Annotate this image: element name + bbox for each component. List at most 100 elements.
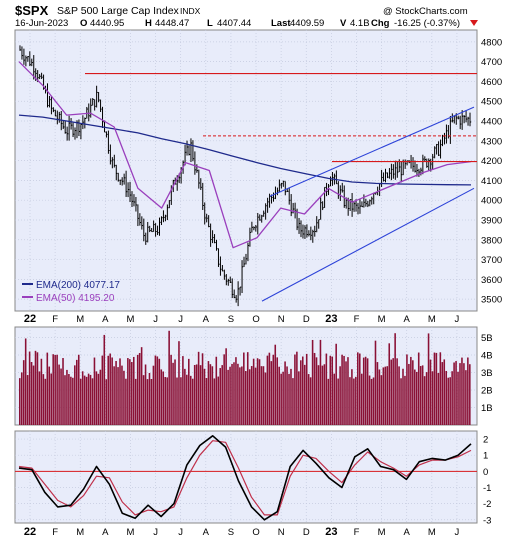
volume-bar bbox=[237, 363, 239, 425]
volume-bar bbox=[333, 373, 335, 425]
volume-bar bbox=[68, 374, 70, 425]
volume-bar bbox=[447, 377, 449, 425]
volume-bar bbox=[301, 356, 304, 425]
x-tick-label-bottom: J bbox=[178, 527, 183, 538]
volume-bar bbox=[209, 364, 212, 425]
volume-bar bbox=[107, 355, 109, 425]
volume-bar bbox=[362, 357, 365, 425]
volume-bar bbox=[158, 358, 161, 425]
volume-bar bbox=[154, 355, 157, 425]
y-tick-label: 3500 bbox=[481, 295, 502, 306]
volume-bar bbox=[341, 354, 343, 425]
volume-bar bbox=[87, 373, 90, 425]
volume-bar bbox=[288, 373, 290, 425]
momentum-tick-label: -2 bbox=[483, 499, 491, 510]
quote-date: 16-Jun-2023 bbox=[15, 18, 68, 29]
volume-bar bbox=[309, 377, 312, 425]
volume-bar bbox=[180, 377, 182, 425]
volume-bar bbox=[410, 356, 412, 425]
volume-bar bbox=[164, 377, 166, 425]
x-tick-label-bottom: 23 bbox=[325, 526, 337, 538]
volume-bar bbox=[408, 363, 410, 425]
volume-bar bbox=[425, 372, 428, 425]
volume-bar bbox=[176, 377, 178, 425]
volume-bar bbox=[353, 378, 355, 425]
volume-bar bbox=[431, 371, 434, 425]
volume-bar bbox=[64, 375, 66, 425]
x-tick-label: M bbox=[428, 314, 436, 325]
volume-bar bbox=[40, 358, 43, 425]
x-tick-label: A bbox=[102, 314, 109, 325]
volume-bar bbox=[221, 365, 223, 425]
volume-bar bbox=[300, 360, 302, 425]
volume-tick-label: 4B bbox=[481, 351, 493, 362]
x-tick-label-bottom: 22 bbox=[24, 526, 36, 538]
y-tick-label: 3900 bbox=[481, 215, 502, 226]
volume-bar bbox=[225, 348, 227, 425]
volume-bar bbox=[284, 361, 286, 425]
high-value: 4448.47 bbox=[155, 18, 189, 29]
x-tick-label: M bbox=[76, 314, 84, 325]
volume-bar bbox=[343, 355, 345, 425]
x-tick-label: D bbox=[303, 314, 310, 325]
price-bars bbox=[19, 45, 472, 307]
volume-bar bbox=[296, 351, 298, 425]
volume-bar bbox=[28, 351, 31, 425]
volume-bar bbox=[339, 366, 341, 425]
axis-labels: 22 22 F F M M A A M M J J J J A A S S O O N N D D 23 23 F F M M A A M M J J… bbox=[24, 37, 502, 538]
volume-bar bbox=[315, 357, 318, 425]
volume-tick-label: 1B bbox=[481, 403, 493, 414]
volume-bar bbox=[19, 378, 21, 425]
volume-bar bbox=[77, 354, 80, 425]
x-tick-label: J bbox=[455, 314, 460, 325]
volume-bar bbox=[366, 358, 369, 425]
y-tick-label: 4300 bbox=[481, 136, 502, 147]
volume-bar bbox=[131, 362, 133, 425]
volume-bar bbox=[272, 354, 275, 425]
volume-bar bbox=[152, 365, 155, 425]
x-tick-label: N bbox=[278, 314, 285, 325]
x-tick-label-bottom: F bbox=[52, 527, 58, 538]
volume-bar bbox=[335, 343, 337, 425]
x-tick-label: M bbox=[126, 314, 134, 325]
volume-bar bbox=[125, 378, 127, 425]
volume-bar bbox=[345, 361, 347, 425]
volume-bar bbox=[364, 356, 367, 425]
volume-bar bbox=[360, 373, 363, 425]
x-tick-label: O bbox=[252, 314, 259, 325]
volume-bar bbox=[50, 373, 53, 425]
volume-bar bbox=[26, 375, 29, 425]
volume-bar bbox=[34, 350, 37, 425]
y-tick-label: 4200 bbox=[481, 156, 502, 167]
volume-bar bbox=[52, 354, 54, 425]
volume-bar bbox=[429, 359, 432, 425]
volume-bar bbox=[174, 359, 176, 425]
volume-bar bbox=[172, 362, 174, 425]
volume-bar bbox=[380, 375, 383, 425]
volume-bar bbox=[197, 351, 200, 425]
volume-tick-label: 3B bbox=[481, 368, 493, 379]
last-value: 4409.59 bbox=[290, 18, 324, 29]
volume-bar bbox=[264, 372, 267, 425]
volume-bar bbox=[62, 358, 64, 425]
volume-value: 4.1B bbox=[350, 18, 370, 29]
y-tick-label: 4700 bbox=[481, 57, 502, 68]
volume-bar bbox=[319, 339, 322, 425]
x-tick-label: S bbox=[228, 314, 234, 325]
volume-bar bbox=[83, 375, 86, 425]
momentum-tick-label: 1 bbox=[483, 451, 488, 462]
volume-bar bbox=[435, 352, 438, 425]
volume-bar bbox=[331, 356, 334, 425]
x-tick-label-bottom: J bbox=[455, 527, 460, 538]
y-tick-label: 4100 bbox=[481, 176, 502, 187]
volume-bar bbox=[248, 369, 251, 425]
volume-bar bbox=[280, 373, 282, 425]
volume-bar bbox=[305, 353, 308, 425]
copyright: @ StockCharts.com bbox=[383, 6, 468, 17]
volume-bar bbox=[213, 378, 216, 425]
volume-bar bbox=[392, 358, 394, 425]
volume-bar bbox=[85, 376, 88, 425]
index-name: S&P 500 Large Cap Index bbox=[57, 5, 180, 17]
momentum-tick-label: 2 bbox=[483, 435, 488, 446]
volume-bar bbox=[351, 369, 353, 425]
